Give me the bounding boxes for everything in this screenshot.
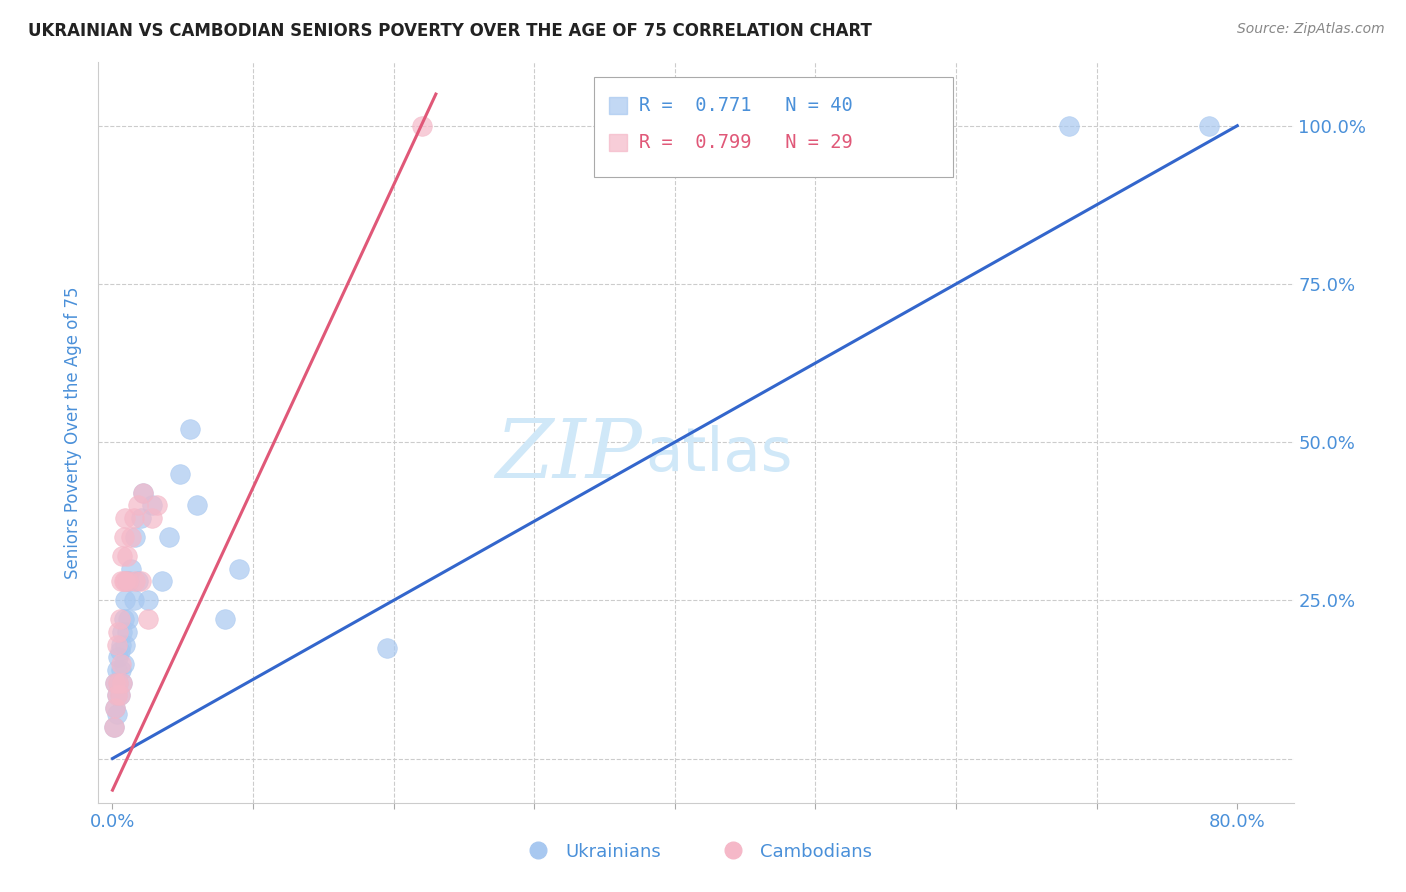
Point	[375, 640, 398, 655]
Point	[124, 574, 146, 589]
Point	[114, 511, 136, 525]
Point	[132, 485, 155, 500]
Legend: Ukrainians, Cambodians: Ukrainians, Cambodians	[513, 836, 879, 868]
Point	[228, 562, 250, 576]
Point	[120, 530, 142, 544]
Point	[115, 574, 138, 589]
Point	[104, 701, 127, 715]
Point	[108, 688, 131, 702]
Point	[179, 422, 201, 436]
Point	[122, 593, 145, 607]
Point	[112, 657, 135, 671]
Point	[110, 574, 132, 589]
Point	[146, 499, 169, 513]
Point	[117, 574, 139, 589]
Point	[107, 650, 129, 665]
Point	[132, 485, 155, 500]
Text: R =  0.799   N = 29: R = 0.799 N = 29	[640, 133, 853, 152]
Point	[104, 701, 127, 715]
Text: R =  0.771   N = 40: R = 0.771 N = 40	[640, 95, 853, 115]
Point	[104, 675, 127, 690]
Point	[114, 638, 136, 652]
Point	[111, 549, 134, 563]
Point	[114, 593, 136, 607]
Point	[103, 720, 125, 734]
Point	[105, 638, 128, 652]
Point	[214, 612, 236, 626]
Point	[141, 499, 163, 513]
Point	[1057, 119, 1080, 133]
Point	[112, 612, 135, 626]
Point	[105, 663, 128, 677]
Point	[112, 574, 135, 589]
Point	[110, 663, 132, 677]
Point	[107, 675, 129, 690]
Point	[115, 549, 138, 563]
Text: UKRAINIAN VS CAMBODIAN SENIORS POVERTY OVER THE AGE OF 75 CORRELATION CHART: UKRAINIAN VS CAMBODIAN SENIORS POVERTY O…	[28, 22, 872, 40]
Text: Source: ZipAtlas.com: Source: ZipAtlas.com	[1237, 22, 1385, 37]
Point	[127, 574, 149, 589]
Point	[157, 530, 180, 544]
Point	[117, 612, 139, 626]
Bar	[609, 97, 627, 113]
Point	[107, 675, 129, 690]
Text: ZIP: ZIP	[495, 415, 643, 495]
Point	[105, 688, 128, 702]
Point	[111, 675, 134, 690]
Point	[115, 624, 138, 639]
FancyBboxPatch shape	[595, 78, 953, 178]
Y-axis label: Seniors Poverty Over the Age of 75: Seniors Poverty Over the Age of 75	[65, 286, 83, 579]
Point	[169, 467, 191, 481]
Point	[129, 574, 152, 589]
Point	[103, 720, 125, 734]
Point	[110, 657, 132, 671]
Point	[136, 612, 159, 626]
Point	[105, 688, 128, 702]
Point	[118, 574, 141, 589]
Point	[124, 530, 146, 544]
Point	[129, 511, 152, 525]
Point	[186, 499, 208, 513]
Point	[411, 119, 433, 133]
Point	[108, 612, 131, 626]
Point	[108, 688, 131, 702]
Point	[120, 562, 142, 576]
Point	[104, 675, 127, 690]
Point	[107, 624, 129, 639]
Point	[110, 638, 132, 652]
Point	[141, 511, 163, 525]
Point	[127, 499, 149, 513]
Point	[114, 574, 136, 589]
Point	[136, 593, 159, 607]
Point	[122, 511, 145, 525]
Bar	[609, 135, 627, 151]
Point	[150, 574, 173, 589]
Point	[105, 707, 128, 722]
Point	[112, 530, 135, 544]
Point	[108, 644, 131, 658]
Text: atlas: atlas	[645, 425, 793, 484]
Point	[111, 624, 134, 639]
Point	[111, 675, 134, 690]
Point	[1198, 119, 1220, 133]
